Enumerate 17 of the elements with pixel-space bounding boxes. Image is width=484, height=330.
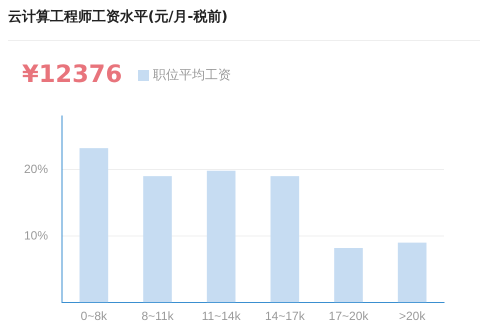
x-tick-label: 14~17k	[264, 309, 306, 324]
bar	[206, 170, 236, 302]
x-tick-label: 11~14k	[202, 309, 242, 324]
bar	[398, 242, 426, 302]
legend-label: 职位平均工资	[153, 67, 231, 84]
x-tick-label: >20k	[398, 309, 426, 324]
x-tick-label: 8~11k	[141, 309, 175, 324]
text: ¥12376	[22, 60, 122, 88]
chart-title: 云计算工程师工资水平(元/月-税前)	[8, 8, 228, 26]
x-tick-label: 17~20k	[328, 309, 370, 324]
bar	[270, 176, 300, 302]
bar	[334, 248, 363, 302]
y-tick-label: 10%	[24, 228, 48, 242]
x-tick-label: 0~8k	[80, 309, 108, 324]
bar	[143, 176, 172, 302]
bar	[80, 148, 108, 302]
y-tick-label: 20%	[24, 162, 48, 176]
